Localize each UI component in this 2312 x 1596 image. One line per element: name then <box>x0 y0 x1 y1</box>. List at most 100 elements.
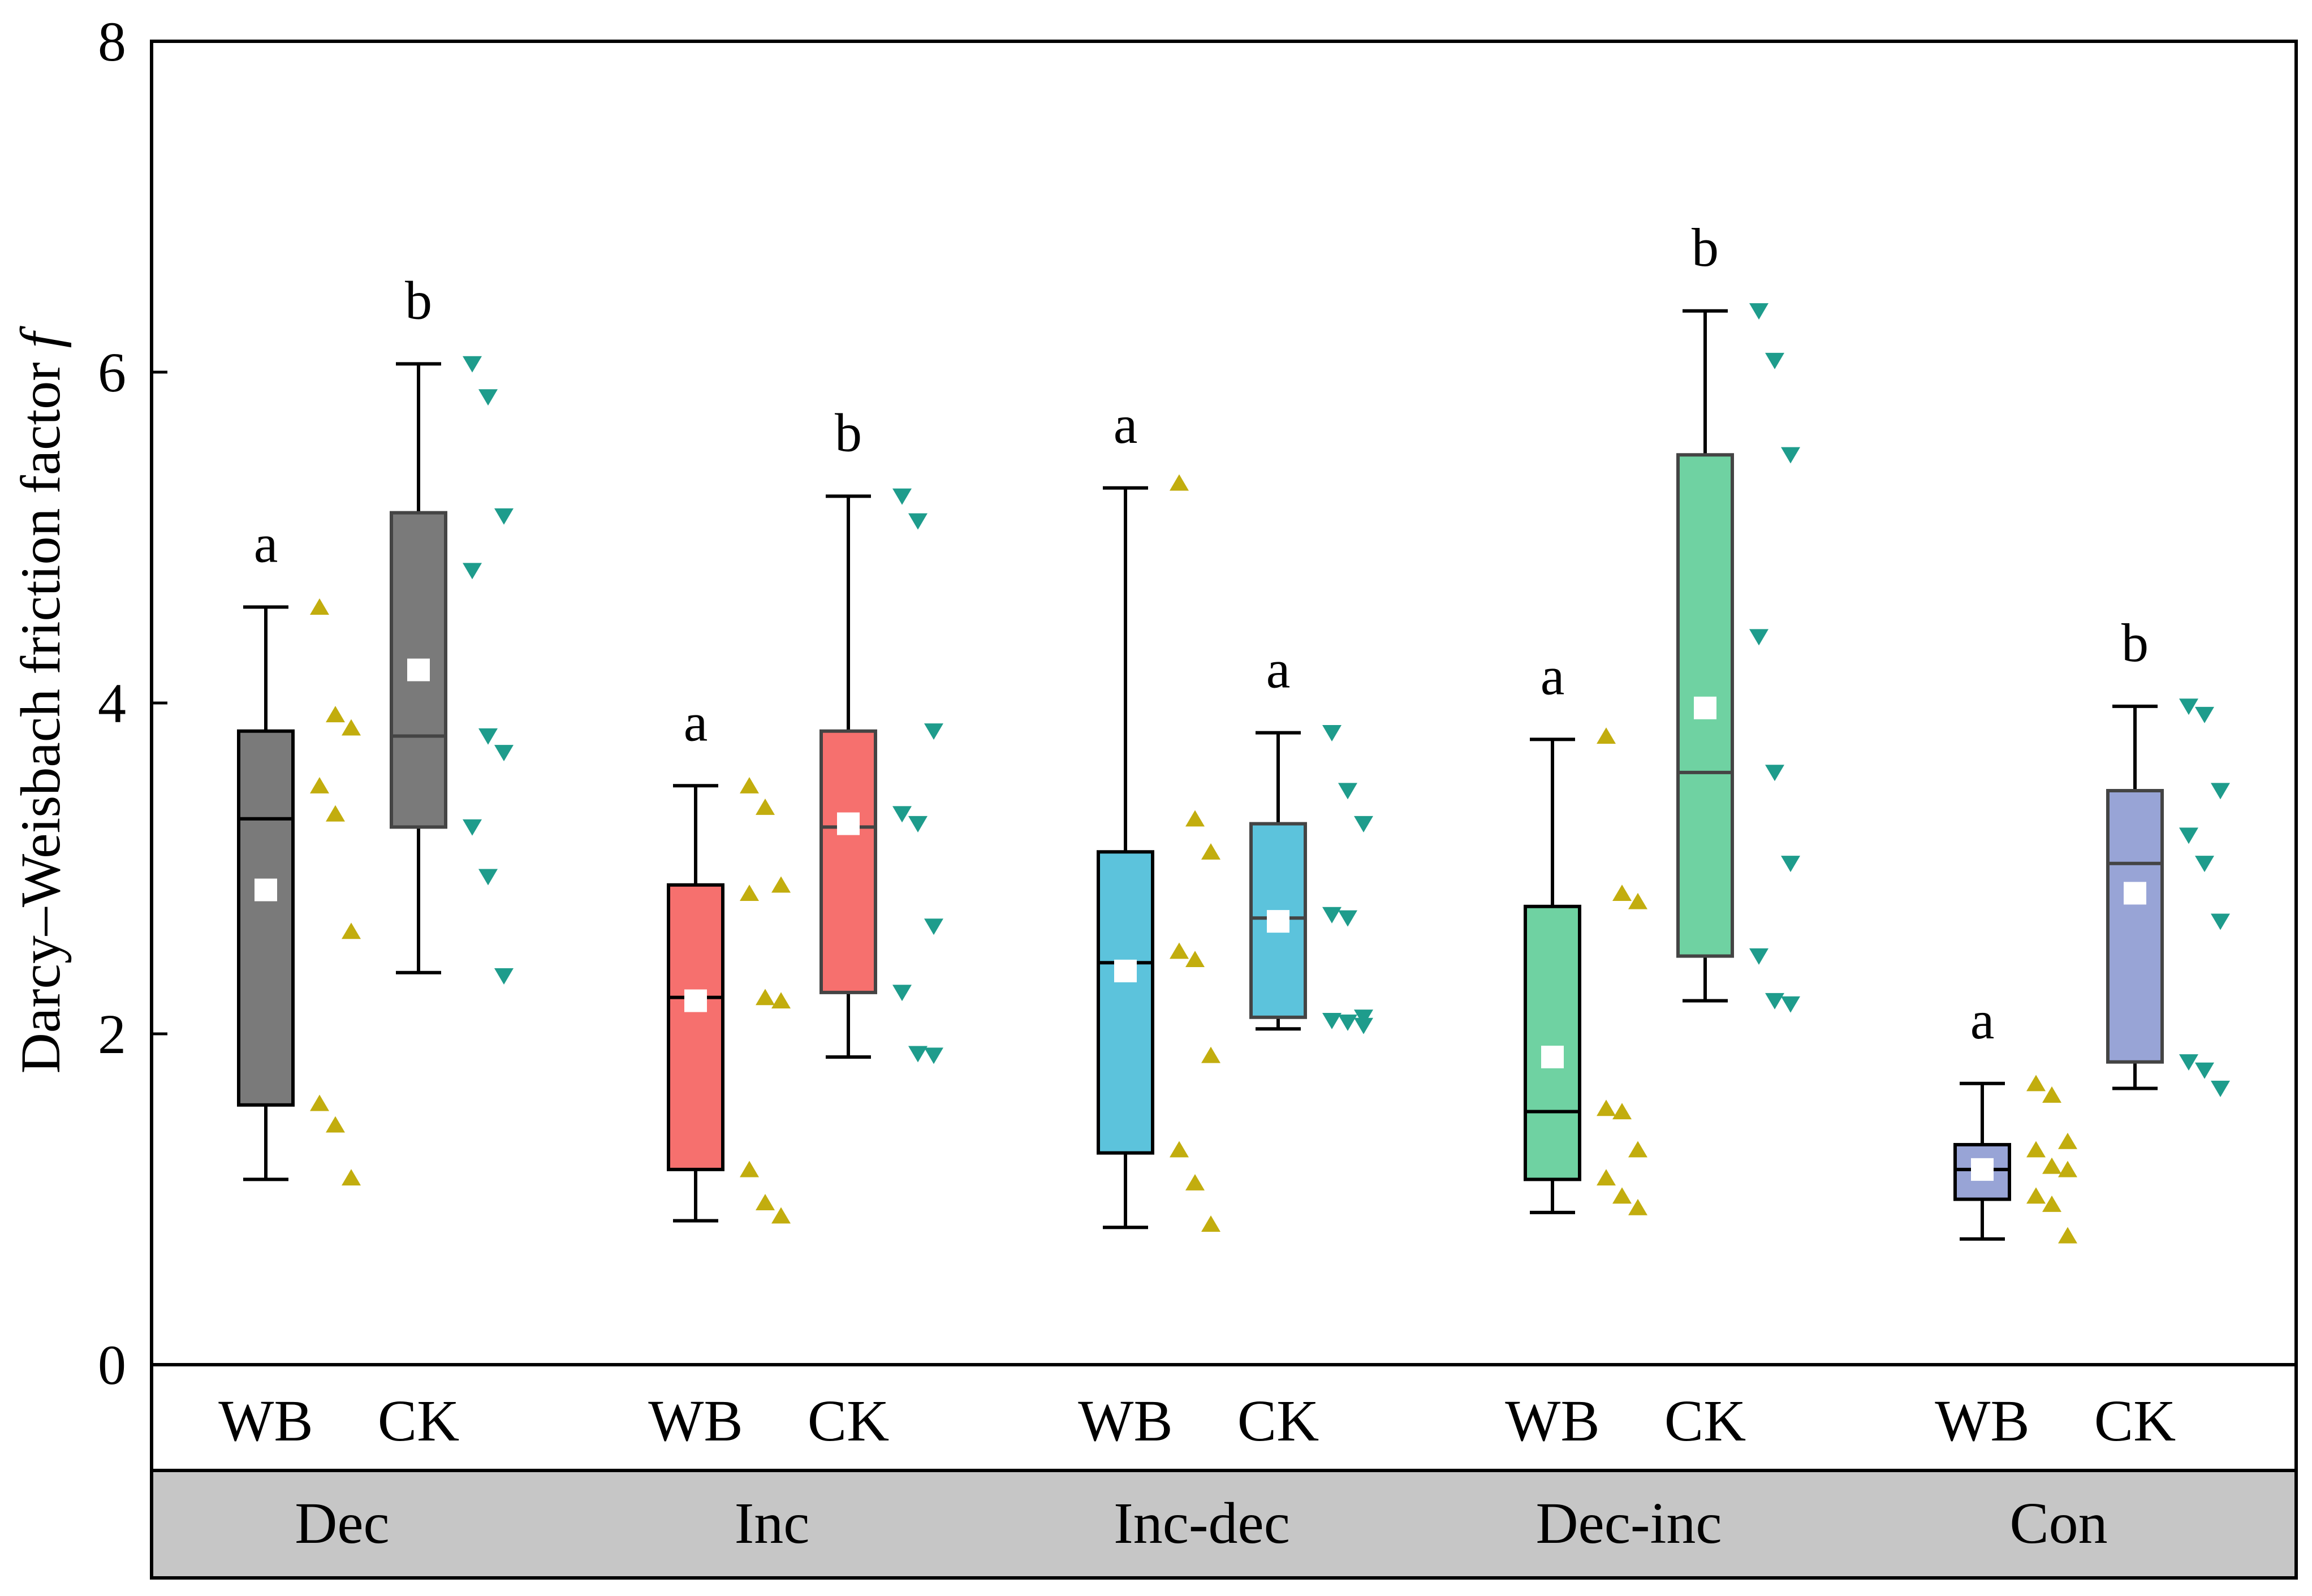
box-dec-inc-wb <box>1525 907 1580 1180</box>
ck-data-point <box>1749 303 1768 320</box>
ck-data-point <box>2179 1054 2198 1071</box>
ck-data-point <box>892 985 912 1001</box>
significance-letter: a <box>254 513 278 573</box>
significance-letter: b <box>2121 612 2149 673</box>
category-label-ck: CK <box>378 1388 459 1453</box>
wb-data-point <box>756 799 775 815</box>
box-inc-ck <box>821 731 875 993</box>
wb-data-point <box>1185 810 1205 826</box>
wb-data-point <box>1170 1141 1189 1157</box>
wb-data-point <box>1597 1099 1616 1116</box>
wb-data-point <box>326 1116 345 1133</box>
significance-letter: b <box>1692 217 1719 278</box>
y-axis-label: Darcy–Weisbach friction factor f <box>9 325 72 1073</box>
significance-letter: a <box>1970 990 1995 1050</box>
wb-data-point <box>1628 893 1647 909</box>
wb-data-point <box>740 885 759 901</box>
ck-data-point <box>463 356 482 373</box>
wb-data-point <box>756 1194 775 1210</box>
ck-data-point <box>1765 993 1784 1010</box>
wb-data-point <box>1201 843 1220 860</box>
y-tick-label: 2 <box>98 1003 126 1066</box>
ck-data-point <box>2195 856 2214 872</box>
wb-data-point <box>310 1095 329 1111</box>
wb-data-point <box>2058 1227 2077 1244</box>
ck-data-point <box>908 514 928 530</box>
wb-data-point <box>1185 951 1205 967</box>
wb-data-point <box>310 598 329 615</box>
wb-data-point <box>740 777 759 793</box>
wb-data-point <box>1597 1169 1616 1185</box>
ck-data-point <box>1338 911 1357 927</box>
plot-marks: a b a b a a a b a b <box>239 217 2230 1244</box>
mean-marker <box>2124 882 2146 904</box>
box-plot-chart: Darcy–Weisbach friction factor f 02468 a… <box>0 0 2312 1596</box>
wb-data-point <box>326 805 345 822</box>
ck-data-point <box>1322 725 1342 741</box>
ck-data-point <box>2179 827 2198 844</box>
y-tick-label: 0 <box>98 1334 126 1396</box>
wb-data-point <box>1612 1103 1632 1119</box>
wb-data-point <box>1612 885 1632 901</box>
wb-data-point <box>1201 1215 1220 1232</box>
significance-letter: a <box>1541 645 1565 706</box>
category-label-wb: WB <box>218 1388 313 1453</box>
box-inc-dec-wb <box>1098 852 1153 1153</box>
wb-data-point <box>2042 1158 2061 1174</box>
wb-data-point <box>1628 1199 1647 1215</box>
wb-data-point <box>2026 1141 2046 1157</box>
ck-data-point <box>2211 783 2230 799</box>
category-label-ck: CK <box>2094 1388 2176 1453</box>
ck-data-point <box>924 918 943 935</box>
wb-data-point <box>771 876 791 892</box>
box-inc-wb <box>668 885 723 1170</box>
category-label-ck: CK <box>1237 1388 1319 1453</box>
ck-data-point <box>2211 914 2230 930</box>
wb-data-point <box>2026 1075 2046 1091</box>
wb-data-point <box>2042 1086 2061 1103</box>
significance-letter: a <box>684 692 708 752</box>
mean-marker <box>1971 1158 1994 1181</box>
wb-data-point <box>1185 1174 1205 1190</box>
ck-data-point <box>463 819 482 836</box>
ck-data-point <box>1781 447 1800 464</box>
ck-data-point <box>2179 698 2198 715</box>
wb-data-point <box>310 777 329 793</box>
box-dec-wb <box>239 731 293 1105</box>
wb-data-point <box>1612 1187 1632 1204</box>
mean-marker <box>1267 910 1289 933</box>
wb-data-point <box>326 706 345 722</box>
ck-data-point <box>1749 629 1768 645</box>
wb-data-point <box>1597 727 1616 744</box>
category-label-ck: CK <box>808 1388 889 1453</box>
ck-data-point <box>2211 1081 2230 1097</box>
mean-marker <box>1541 1046 1564 1068</box>
ck-data-point <box>494 508 514 525</box>
group-label-inc-dec: Inc-dec <box>1114 1491 1290 1556</box>
ck-data-point <box>1338 1015 1357 1031</box>
ck-data-point <box>1765 765 1784 781</box>
ck-data-point <box>1749 948 1768 965</box>
ck-data-point <box>1781 997 1800 1013</box>
ck-data-point <box>924 723 943 740</box>
wb-data-point <box>342 1169 361 1185</box>
wb-data-point <box>756 989 775 1005</box>
wb-data-point <box>1170 475 1189 491</box>
group-label-dec-inc: Dec-inc <box>1535 1491 1722 1556</box>
wb-data-point <box>342 922 361 939</box>
wb-data-point <box>1170 942 1189 959</box>
category-label-ck: CK <box>1664 1388 1746 1453</box>
significance-letter: a <box>1114 394 1138 455</box>
ck-data-point <box>2195 1063 2214 1079</box>
ck-data-point <box>1781 856 1800 872</box>
wb-data-point <box>1628 1141 1647 1157</box>
ck-data-point <box>478 869 498 886</box>
ck-data-point <box>2195 707 2214 723</box>
wb-data-point <box>2058 1161 2077 1177</box>
significance-letter: a <box>1266 639 1291 700</box>
wb-data-point <box>740 1161 759 1177</box>
mean-marker <box>1694 697 1716 719</box>
ck-data-point <box>908 816 928 832</box>
wb-data-point <box>2058 1133 2077 1149</box>
mean-marker <box>837 813 860 835</box>
